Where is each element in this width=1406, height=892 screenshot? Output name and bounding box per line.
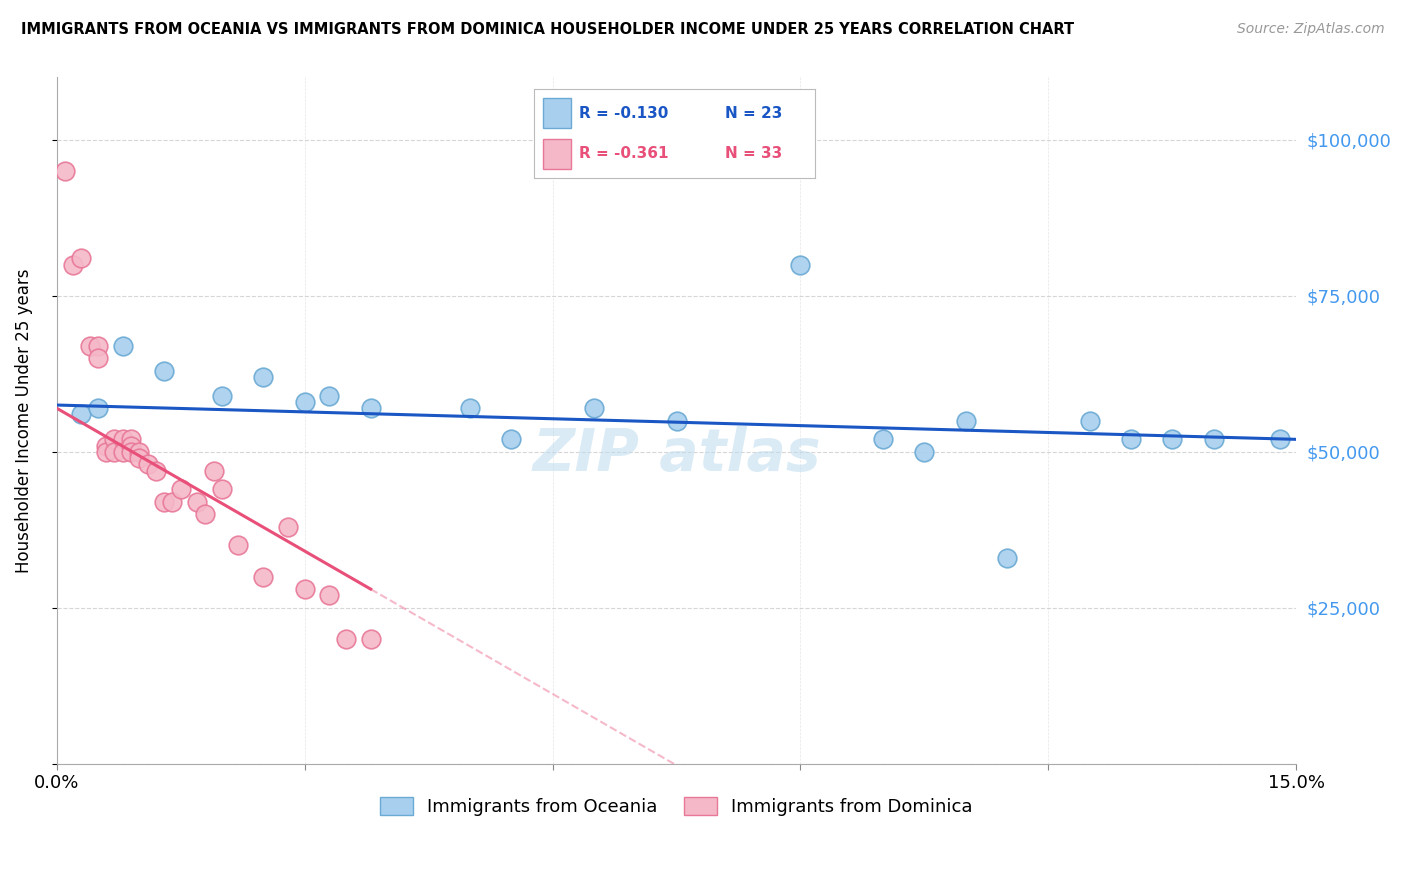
Text: ZIP atlas: ZIP atlas (533, 426, 821, 483)
Point (582, 401, 605, 416)
Text: R = -0.130: R = -0.130 (579, 106, 669, 120)
Point (87, 401, 110, 416)
Point (136, 458, 159, 472)
Point (252, 370, 274, 384)
Bar (543, 98, 571, 128)
Point (103, 445, 125, 459)
Point (501, 433, 523, 447)
Point (70, 252, 93, 266)
Bar (543, 139, 571, 169)
Point (96, 439, 118, 453)
Point (1268, 433, 1291, 447)
Point (914, 445, 936, 459)
Text: N = 33: N = 33 (725, 146, 783, 161)
Point (70, 408, 93, 422)
Point (294, 395, 316, 409)
Point (111, 433, 134, 447)
Point (79, 339, 101, 353)
Point (202, 464, 225, 478)
Point (252, 569, 274, 583)
Point (294, 582, 316, 596)
Point (277, 519, 299, 533)
Point (211, 389, 233, 403)
Point (318, 389, 340, 403)
Point (1202, 433, 1225, 447)
Point (872, 433, 894, 447)
Point (995, 550, 1018, 565)
Point (145, 464, 167, 478)
Point (53, 164, 76, 178)
Text: Source: ZipAtlas.com: Source: ZipAtlas.com (1237, 22, 1385, 37)
Point (228, 538, 250, 552)
Point (1078, 414, 1101, 428)
Point (120, 433, 142, 447)
Text: IMMIGRANTS FROM OCEANIA VS IMMIGRANTS FROM DOMINICA HOUSEHOLDER INCOME UNDER 25 : IMMIGRANTS FROM OCEANIA VS IMMIGRANTS FR… (21, 22, 1074, 37)
Point (96, 445, 118, 459)
Point (955, 414, 977, 428)
Point (87, 351, 110, 366)
Point (360, 401, 382, 416)
Text: N = 23: N = 23 (725, 106, 783, 120)
Y-axis label: Householder Income Under 25 years: Householder Income Under 25 years (15, 268, 32, 573)
Point (128, 451, 150, 466)
Point (1161, 433, 1184, 447)
Point (1119, 433, 1142, 447)
Point (162, 494, 184, 508)
Text: R = -0.361: R = -0.361 (579, 146, 669, 161)
Point (120, 439, 142, 453)
Point (153, 364, 176, 378)
Point (153, 494, 176, 508)
Point (665, 414, 688, 428)
Point (360, 632, 382, 646)
Point (87, 339, 110, 353)
Point (211, 483, 233, 497)
Point (111, 445, 134, 459)
Legend: Immigrants from Oceania, Immigrants from Dominica: Immigrants from Oceania, Immigrants from… (373, 789, 980, 823)
Point (169, 483, 191, 497)
Point (186, 494, 208, 508)
Point (111, 339, 134, 353)
Point (103, 433, 125, 447)
Point (335, 632, 357, 646)
Point (128, 445, 150, 459)
Point (120, 445, 142, 459)
Point (194, 507, 217, 521)
Point (789, 258, 811, 272)
Point (318, 588, 340, 602)
Point (62, 258, 84, 272)
Point (458, 401, 481, 416)
